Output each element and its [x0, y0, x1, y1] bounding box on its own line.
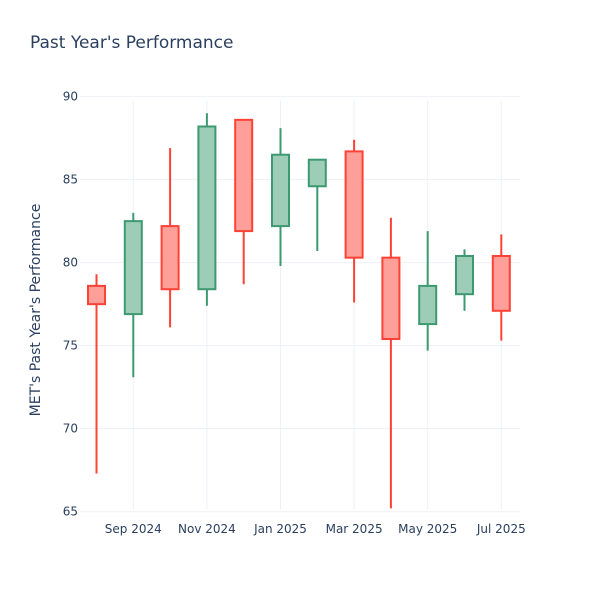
candle-body [160, 225, 180, 291]
candle [123, 212, 143, 378]
candle [160, 148, 180, 328]
y-tick-label: 75 [63, 339, 78, 353]
candle [87, 274, 106, 474]
x-tick-label: Mar 2025 [326, 522, 383, 536]
candle-body [123, 220, 143, 316]
candle [234, 118, 254, 285]
y-tick-label: 85 [63, 173, 78, 187]
y-tick-label: 70 [63, 422, 78, 436]
candle-body [87, 284, 106, 306]
y-tick-label: 65 [63, 505, 78, 519]
x-tick-label: May 2025 [398, 522, 457, 536]
y-tick-label: 80 [63, 256, 78, 270]
candle-body [455, 255, 474, 296]
candle-body [234, 118, 254, 233]
candle-body [381, 256, 401, 341]
candle [271, 128, 290, 266]
candle-body [418, 284, 438, 326]
candle-body [491, 255, 511, 312]
chart-title: Past Year's Performance [30, 33, 234, 53]
x-tick-label: Nov 2024 [178, 522, 236, 536]
candle [307, 158, 327, 252]
label-layer: 65 70 75 80 85 90 Sep 2024 Nov 2024 Jan 2025 Mar … [63, 90, 526, 536]
candle [381, 217, 401, 509]
x-tick-label: Jul 2025 [476, 522, 526, 536]
y-axis-title: MET's Past Year's Performance [28, 204, 44, 417]
candle-body [197, 125, 217, 291]
candle-layer [87, 113, 511, 509]
candle-body [307, 158, 327, 188]
candle-body [271, 153, 290, 228]
x-tick-label: Jan 2025 [253, 522, 307, 536]
candle-body [344, 150, 364, 259]
x-tick-label: Sep 2024 [105, 522, 162, 536]
candle [491, 234, 511, 341]
candle [197, 113, 217, 306]
candle [418, 231, 438, 351]
y-tick-label: 90 [63, 90, 78, 104]
candle [344, 139, 364, 303]
grid-layer [80, 96, 520, 513]
candle [455, 249, 474, 311]
